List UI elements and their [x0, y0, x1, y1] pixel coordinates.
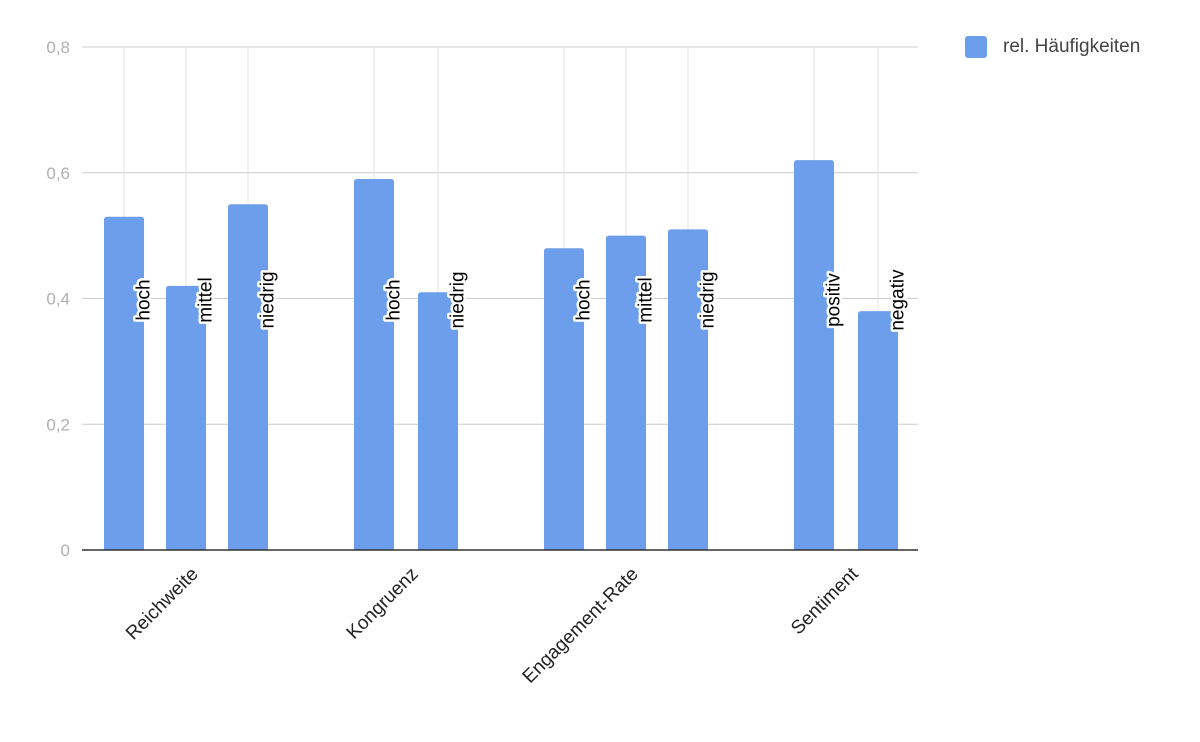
legend-swatch [965, 36, 987, 58]
y-tick-label: 0,8 [46, 38, 70, 57]
bar-sentiment-negativ [858, 311, 898, 550]
y-tick-label: 0 [61, 541, 70, 560]
bar-engagement-rate-niedrig [668, 229, 708, 550]
bar-label: hoch [384, 279, 405, 320]
bar-engagement-rate-mittel [606, 235, 646, 550]
y-tick-label: 0,6 [46, 164, 70, 183]
bar-label-halo: niedrig [448, 271, 469, 328]
bar-label-halo: hoch [134, 279, 155, 320]
bar-label: negativ [888, 269, 909, 331]
bar-label-halo: positiv [824, 273, 845, 327]
bar-label: positiv [824, 273, 845, 327]
legend: rel. Häufigkeiten [965, 36, 1140, 58]
bars [104, 160, 898, 551]
x-tick-label: Engagement-Rate [519, 564, 643, 688]
bar-label-halo: negativ [888, 269, 909, 331]
y-tick-label: 0,4 [46, 290, 70, 309]
y-tick-label: 0,2 [46, 415, 70, 434]
bar-label: niedrig [258, 271, 279, 328]
bar-reichweite-niedrig [228, 204, 268, 550]
bar-kongruenz-niedrig [418, 292, 458, 550]
bar-label-halo: mittel [196, 277, 217, 322]
x-tick-label: Reichweite [122, 564, 203, 645]
bar-label: hoch [574, 279, 595, 320]
legend-label: rel. Häufigkeiten [1003, 36, 1141, 57]
bar-kongruenz-hoch [354, 179, 394, 550]
gridlines [82, 46, 918, 425]
bar-label: niedrig [698, 271, 719, 328]
bar-label: mittel [196, 277, 217, 322]
bar-label-halo: niedrig [258, 271, 279, 328]
bar-label-halo: hoch [574, 279, 595, 320]
bar-reichweite-mittel [166, 285, 206, 550]
bar-reichweite-hoch [104, 216, 144, 550]
x-tick-label: Kongruenz [343, 564, 423, 644]
bar-sentiment-positiv [794, 160, 834, 551]
x-tick-labels: Reichweite Kongruenz Engagement-Rate Sentim… [122, 563, 863, 687]
bar-engagement-rate-hoch [544, 248, 584, 550]
y-tick-labels: 0 0,2 0,4 0,6 0,8 [46, 38, 70, 560]
bar-label-halo: mittel [636, 277, 657, 322]
bar-label-halo: hoch [384, 279, 405, 320]
x-tick-label: Sentiment [787, 563, 863, 639]
bar-label: niedrig [448, 271, 469, 328]
bar-label: hoch [134, 279, 155, 320]
bar-label: mittel [636, 277, 657, 322]
bar-label-halo: niedrig [698, 271, 719, 328]
